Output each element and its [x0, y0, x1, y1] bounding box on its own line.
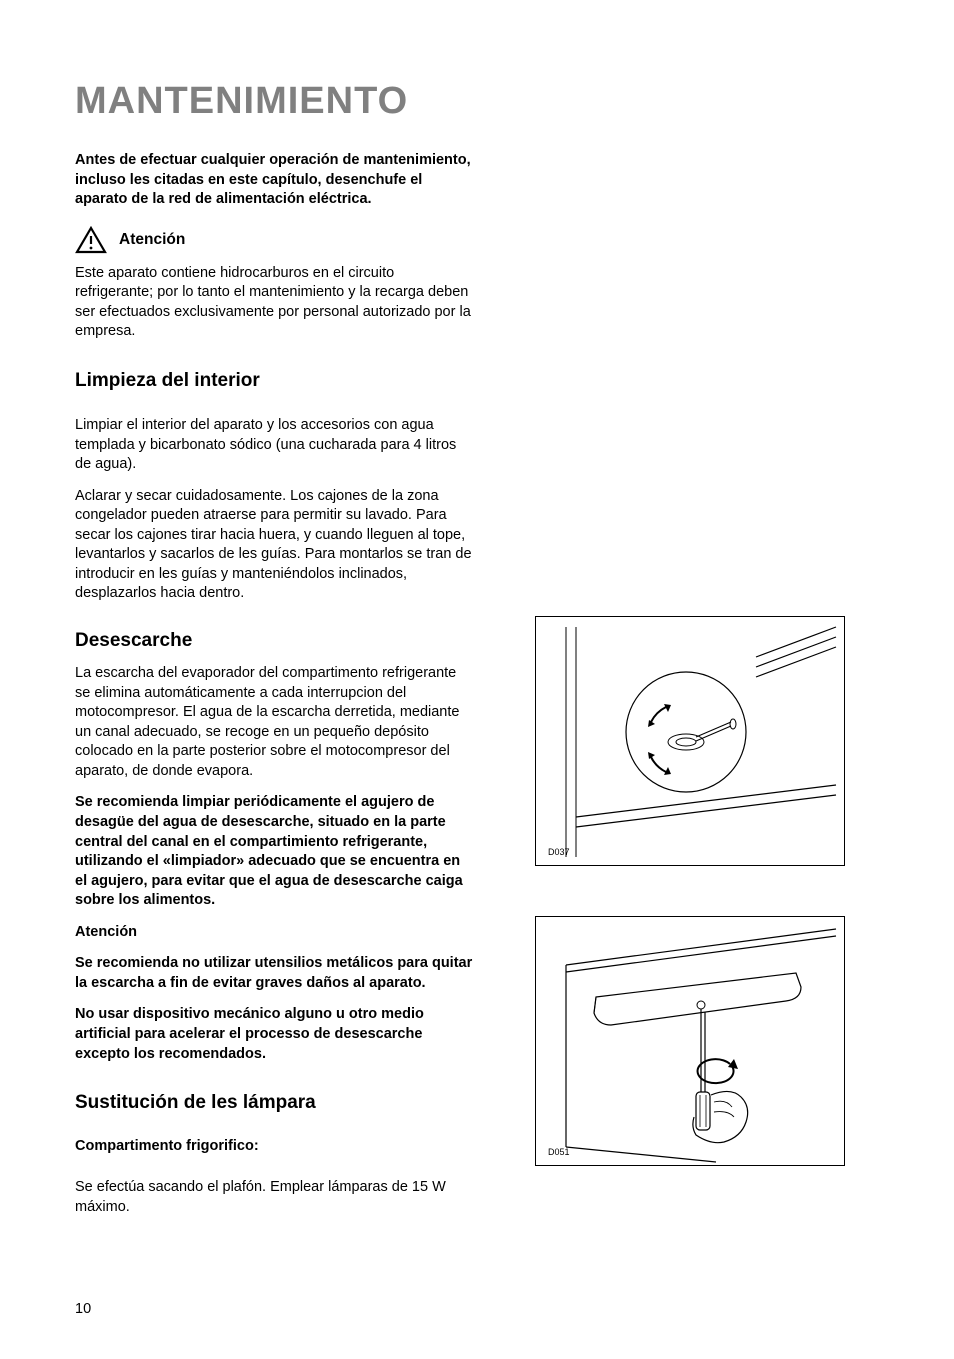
page-title: MANTENIMIENTO [75, 80, 879, 123]
figure-d051-label: D051 [548, 1147, 570, 1157]
warning-triangle-icon [75, 226, 107, 254]
section1-p2: Aclarar y secar cuidadosamente. Los cajo… [75, 487, 475, 604]
figure-d037-label: D037 [548, 847, 570, 857]
drain-hole-diagram-icon [536, 617, 846, 867]
section1-heading: Limpieza del interior [75, 370, 879, 392]
warning-text: Este aparato contiene hidrocarburos en e… [75, 264, 475, 342]
section2-p1: La escarcha del evaporador del compartim… [75, 664, 475, 781]
section3-sub: Compartimento frigorifico: [75, 1138, 475, 1154]
section2-p2: Se recomienda limpiar periódicamente el … [75, 793, 475, 910]
warning-header: Atención [75, 226, 879, 254]
lamp-replacement-diagram-icon [536, 917, 846, 1167]
intro-text: Antes de efectuar cualquier operación de… [75, 151, 475, 210]
section3-heading: Sustitución de les lámpara [75, 1092, 475, 1114]
section1-p1: Limpiar el interior del aparato y los ac… [75, 416, 475, 475]
section2-heading: Desescarche [75, 630, 475, 652]
section2-p4: Se recomienda no utilizar utensilios met… [75, 954, 475, 993]
figure-d037: D037 [535, 616, 845, 866]
figure-d051: D051 [535, 916, 845, 1166]
section2-p5: No usar dispositivo mecánico alguno u ot… [75, 1005, 475, 1064]
section3-p1: Se efectúa sacando el plafón. Emplear lá… [75, 1178, 475, 1217]
section2-p3: Atención [75, 923, 475, 943]
page-number: 10 [75, 1301, 91, 1317]
warning-label: Atención [119, 231, 185, 249]
